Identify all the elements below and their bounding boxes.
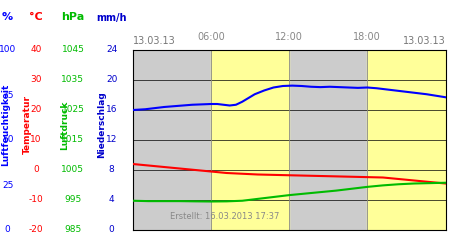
- Text: 16: 16: [106, 106, 117, 114]
- Text: 100: 100: [0, 46, 16, 54]
- Text: Temperatur: Temperatur: [22, 96, 32, 154]
- Text: 13.03.13: 13.03.13: [133, 36, 176, 46]
- Bar: [211, 50, 289, 230]
- Text: 1035: 1035: [61, 76, 85, 84]
- Bar: [367, 50, 446, 230]
- Text: 1015: 1015: [61, 136, 85, 144]
- Text: hPa: hPa: [61, 12, 85, 22]
- Text: 985: 985: [64, 226, 81, 234]
- Text: 13.03.13: 13.03.13: [403, 36, 446, 46]
- Text: 20: 20: [30, 106, 42, 114]
- Text: 0: 0: [33, 166, 39, 174]
- Text: 50: 50: [2, 136, 14, 144]
- Text: 4: 4: [109, 196, 114, 204]
- Text: Luftdruck: Luftdruck: [60, 100, 69, 150]
- Text: Niederschlag: Niederschlag: [97, 92, 106, 158]
- Text: 75: 75: [2, 90, 14, 100]
- Text: 10: 10: [30, 136, 42, 144]
- Text: mm/h: mm/h: [96, 12, 127, 22]
- Text: 30: 30: [30, 76, 42, 84]
- Text: Luftfeuchtigkeit: Luftfeuchtigkeit: [1, 84, 10, 166]
- Text: -10: -10: [29, 196, 43, 204]
- Text: 40: 40: [30, 46, 42, 54]
- Text: 25: 25: [2, 180, 14, 190]
- Bar: [289, 50, 367, 230]
- Text: 0: 0: [5, 226, 10, 234]
- Text: 24: 24: [106, 46, 117, 54]
- Text: 12: 12: [106, 136, 117, 144]
- Text: Erstellt: 16.03.2013 17:37: Erstellt: 16.03.2013 17:37: [170, 212, 279, 221]
- Text: 1005: 1005: [61, 166, 85, 174]
- Text: -20: -20: [29, 226, 43, 234]
- Text: 0: 0: [109, 226, 114, 234]
- Text: %: %: [2, 12, 13, 22]
- Text: 995: 995: [64, 196, 81, 204]
- Text: 20: 20: [106, 76, 117, 84]
- Text: 1045: 1045: [62, 46, 84, 54]
- Text: 8: 8: [109, 166, 114, 174]
- Text: °C: °C: [29, 12, 43, 22]
- Bar: [133, 50, 211, 230]
- Text: 1025: 1025: [62, 106, 84, 114]
